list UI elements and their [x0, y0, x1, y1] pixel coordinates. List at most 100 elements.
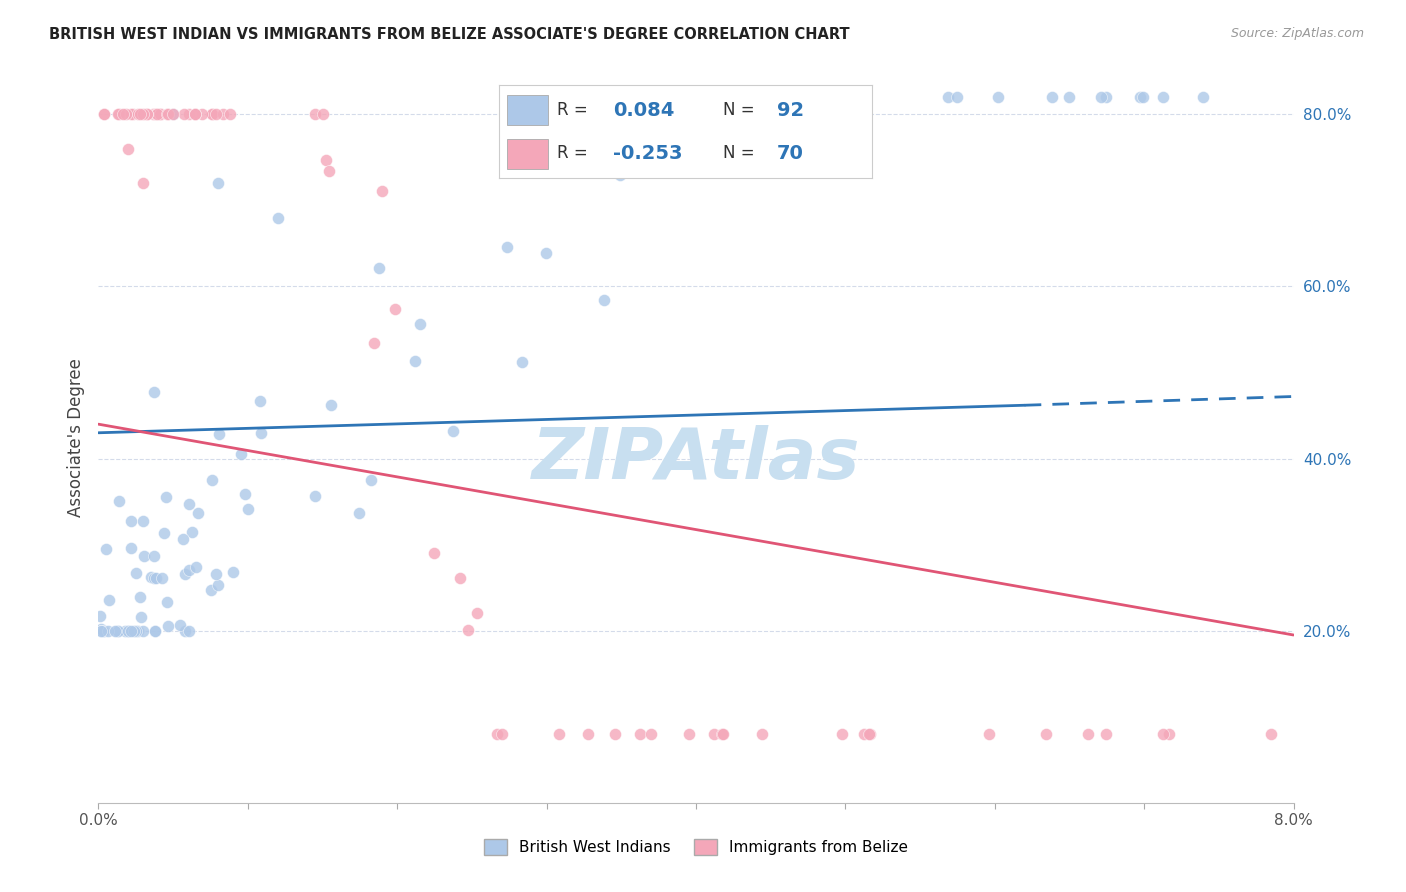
Point — [143, 570, 166, 584]
Point — [384, 301, 406, 316]
Point — [181, 524, 204, 539]
Point — [769, 90, 792, 104]
Text: ZIPAtlas: ZIPAtlas — [531, 425, 860, 493]
Point — [179, 563, 201, 577]
Text: 70: 70 — [776, 144, 804, 162]
Point — [122, 624, 145, 638]
Point — [174, 567, 197, 582]
Point — [208, 427, 231, 442]
Point — [1152, 727, 1174, 741]
FancyBboxPatch shape — [506, 139, 547, 169]
Point — [201, 107, 224, 121]
Point — [132, 549, 155, 563]
Point — [987, 90, 1010, 104]
Point — [219, 107, 242, 121]
Point — [831, 727, 853, 741]
Point — [125, 624, 148, 638]
FancyBboxPatch shape — [506, 95, 547, 125]
Text: -0.253: -0.253 — [613, 144, 682, 162]
Point — [107, 107, 129, 121]
Point — [536, 245, 558, 260]
Point — [1095, 90, 1118, 104]
Point — [90, 624, 112, 638]
Point — [104, 624, 127, 638]
Point — [318, 164, 340, 178]
Point — [1090, 90, 1112, 104]
Point — [315, 153, 337, 167]
Text: N =: N = — [723, 145, 759, 162]
Point — [155, 490, 177, 504]
Point — [1095, 727, 1118, 741]
Point — [93, 107, 115, 121]
Point — [156, 107, 179, 121]
Point — [94, 541, 117, 556]
Point — [404, 354, 426, 368]
Point — [1040, 90, 1063, 104]
Point — [450, 571, 472, 585]
Point — [1057, 90, 1080, 104]
Point — [108, 107, 131, 121]
Point — [1152, 90, 1174, 104]
Point — [132, 624, 155, 638]
Point — [858, 727, 880, 741]
Point — [143, 624, 166, 638]
Point — [1191, 90, 1213, 104]
Point — [186, 560, 208, 574]
Point — [135, 107, 157, 121]
Point — [114, 624, 136, 638]
Point — [201, 107, 224, 121]
Text: R =: R = — [557, 101, 593, 119]
Point — [1260, 727, 1282, 741]
Point — [107, 493, 129, 508]
Point — [117, 624, 139, 638]
Point — [184, 107, 207, 121]
Point — [250, 425, 273, 440]
Point — [132, 514, 155, 528]
Text: Source: ZipAtlas.com: Source: ZipAtlas.com — [1230, 27, 1364, 40]
Point — [1132, 90, 1154, 104]
Point — [117, 624, 139, 638]
Point — [145, 107, 167, 121]
Point — [172, 532, 194, 546]
Point — [179, 497, 201, 511]
Point — [409, 317, 432, 331]
Point — [107, 624, 129, 638]
Point — [664, 156, 686, 170]
Point — [304, 489, 326, 503]
Point — [465, 606, 488, 620]
Point — [179, 624, 201, 638]
Text: N =: N = — [723, 101, 759, 119]
Point — [149, 107, 172, 121]
Point — [495, 240, 517, 254]
Point — [120, 514, 142, 528]
Point — [236, 502, 259, 516]
Point — [1077, 727, 1099, 741]
Point — [89, 608, 111, 623]
Point — [205, 107, 228, 121]
Point — [367, 261, 389, 276]
Point — [120, 541, 142, 555]
Point — [117, 142, 139, 156]
Point — [222, 565, 245, 579]
Point — [111, 107, 134, 121]
Point — [200, 473, 222, 487]
Point — [132, 107, 155, 121]
Point — [146, 107, 169, 121]
Point — [156, 595, 179, 609]
Point — [169, 618, 191, 632]
Point — [1157, 727, 1180, 741]
Point — [859, 727, 882, 741]
Point — [491, 727, 513, 741]
Point — [148, 107, 170, 121]
Point — [162, 107, 184, 121]
Point — [105, 624, 128, 638]
Point — [129, 107, 152, 121]
Point — [150, 571, 173, 585]
Point — [547, 727, 569, 741]
Point — [121, 107, 143, 121]
Point — [703, 727, 725, 741]
Point — [422, 546, 444, 560]
Point — [200, 583, 222, 598]
Point — [205, 567, 228, 582]
Point — [93, 624, 115, 638]
